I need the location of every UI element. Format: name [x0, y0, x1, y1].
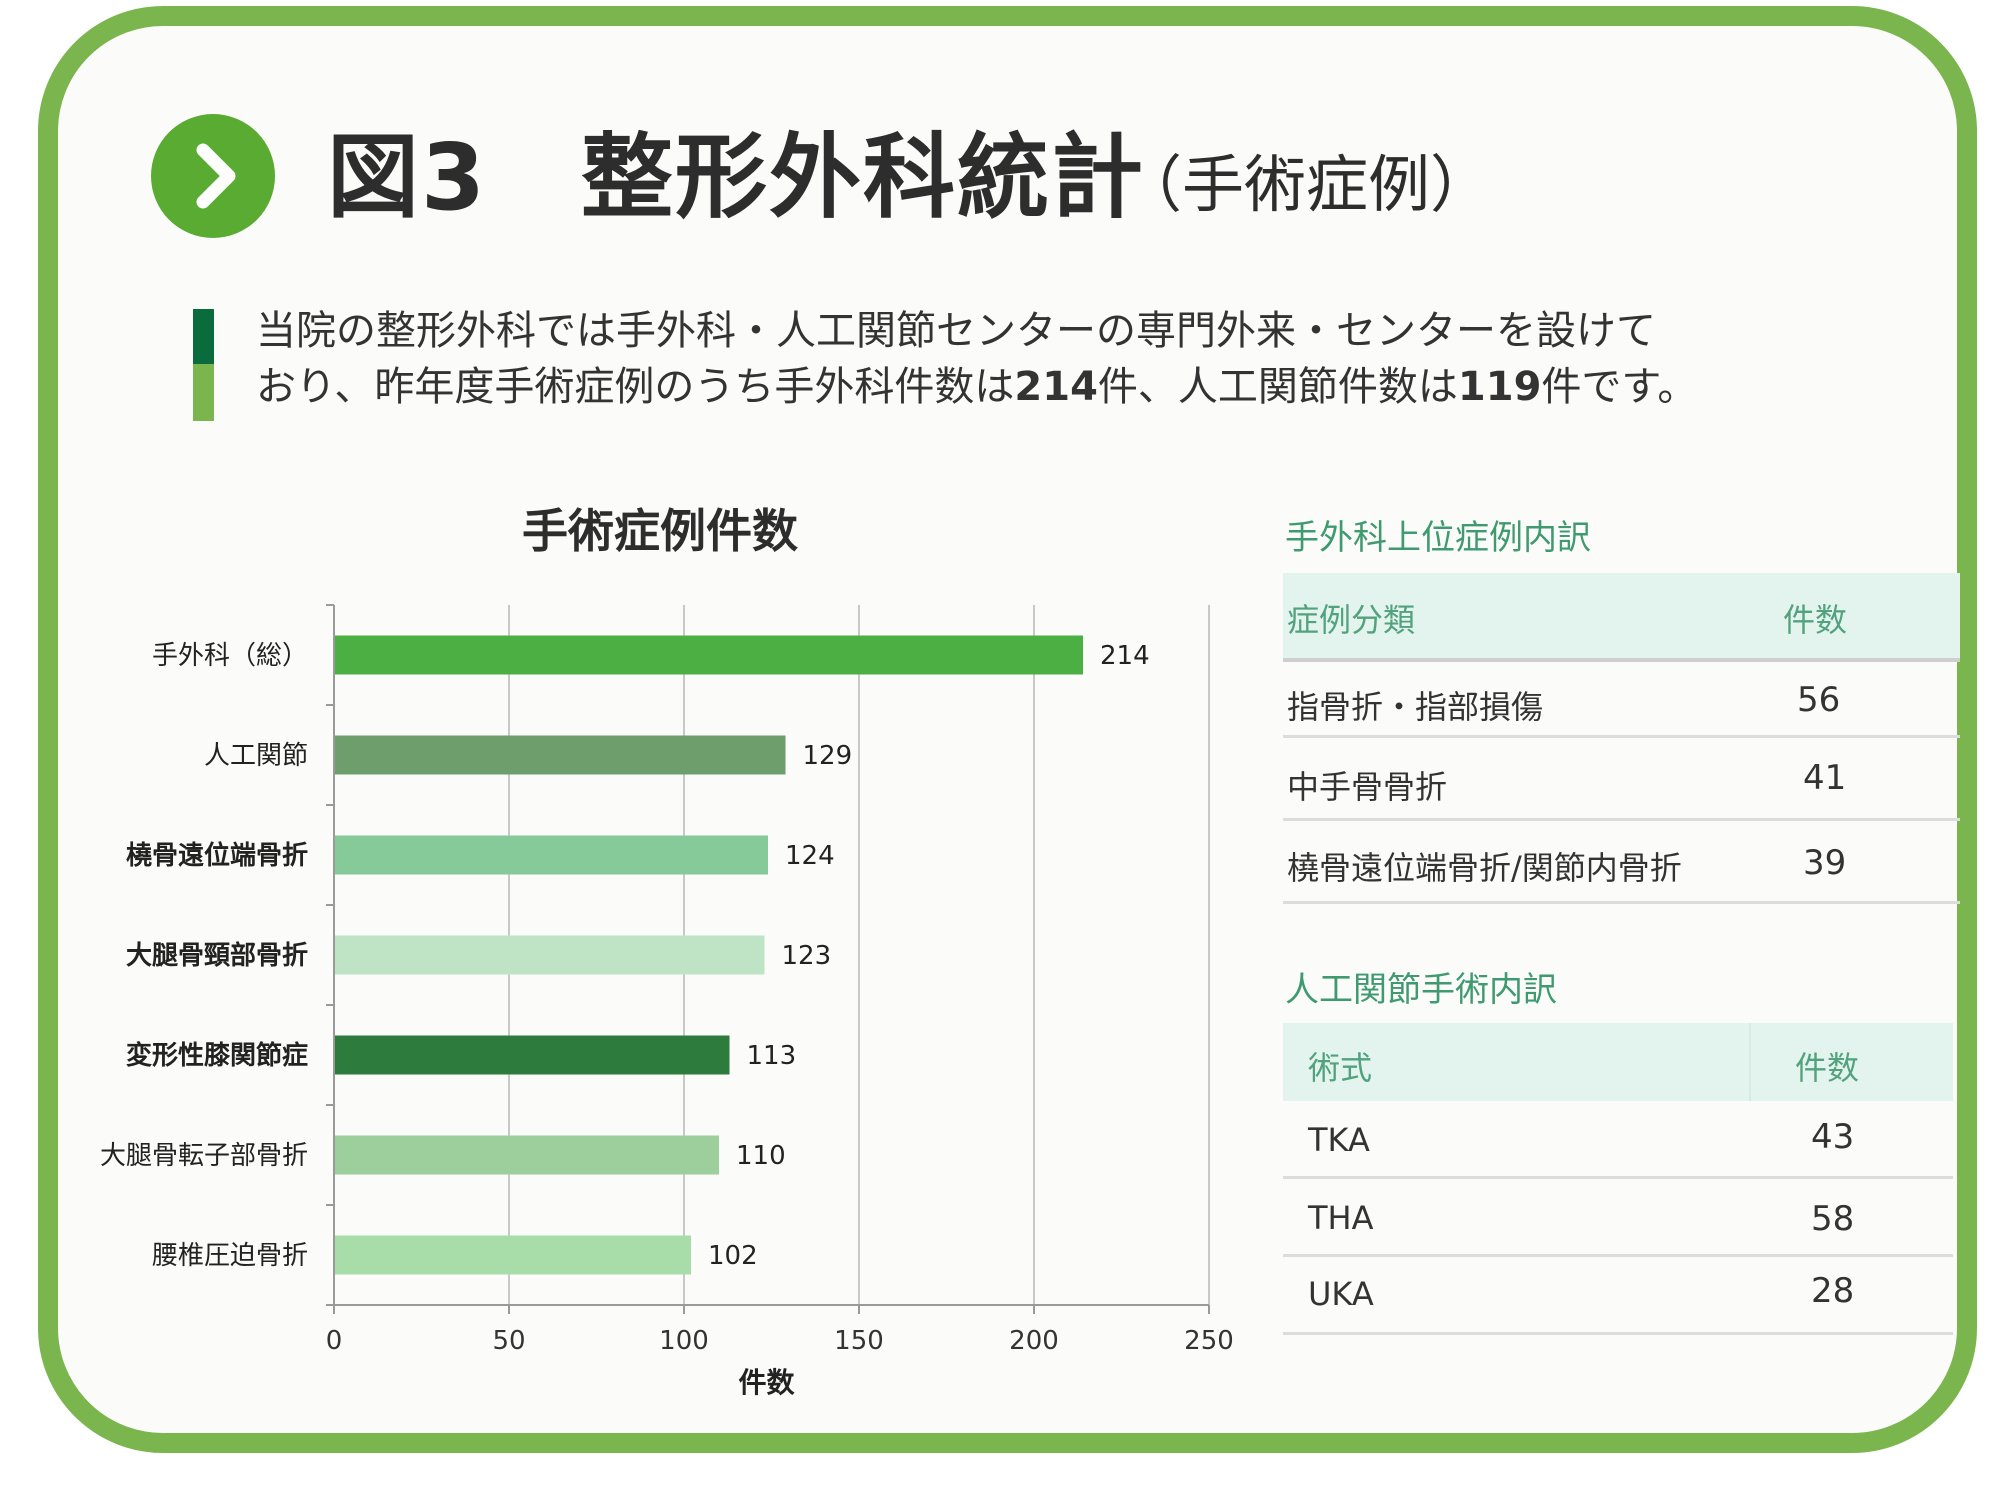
x-tick-label: 200 [1009, 1326, 1059, 1356]
table-cell-count: 43 [1811, 1117, 1855, 1157]
table-row: THA 58 [1283, 1179, 1953, 1257]
table-row: 橈骨遠位端骨折/関節内骨折 39 [1283, 821, 1960, 904]
table-joint-header-method: 術式 [1308, 1049, 1373, 1087]
description-accent-bar-light [193, 364, 214, 421]
table-cell-category: 指骨折・指部損傷 [1287, 688, 1544, 726]
table-cell-method: THA [1308, 1199, 1374, 1237]
description-text: 件です。 [1541, 364, 1698, 410]
card-frame [38, 6, 1977, 1453]
description-line-2: おり、昨年度手術症例のうち手外科件数は214件、人工関節件数は119件です。 [256, 359, 1856, 415]
table-joint-header-divider [1749, 1023, 1751, 1101]
x-tick-label: 50 [492, 1326, 525, 1356]
category-label: 変形性膝関節症 [126, 1040, 308, 1071]
page-title: 図3 整形外科統計 [327, 124, 1146, 231]
table-hand-header-count: 件数 [1783, 601, 1848, 639]
table-row: TKA 43 [1283, 1101, 1953, 1179]
category-label: 大腿骨転子部骨折 [100, 1141, 308, 1171]
table-row: 中手骨骨折 41 [1283, 738, 1960, 821]
table-cell-count: 56 [1797, 680, 1841, 720]
table-row: 指骨折・指部損傷 56 [1283, 662, 1960, 738]
table-joint-header-count: 件数 [1795, 1049, 1860, 1087]
category-label: 橈骨遠位端骨折 [126, 840, 308, 871]
bar-value-label: 214 [1100, 641, 1150, 671]
bar [335, 635, 1083, 675]
x-tick-label: 250 [1184, 1326, 1234, 1356]
bar-chart: 0 50 100 150 200 250 件数 214 手外科（総） 129 人工関節 124 橈骨遠位… [100, 604, 1234, 1399]
x-tick-label: 0 [326, 1326, 343, 1356]
bar [335, 1235, 691, 1275]
table-cell-category: 中手骨骨折 [1287, 768, 1448, 806]
chevron-right-icon [151, 114, 275, 238]
bar [335, 935, 765, 975]
table-cell-method: TKA [1308, 1121, 1370, 1159]
table-joint-title: 人工関節手術内訳 [1285, 970, 1557, 1010]
description-text: おり、昨年度手術症例のうち手外科件数は [256, 364, 1015, 410]
page-subtitle: （手術症例） [1120, 148, 1493, 221]
table-cell-count: 41 [1803, 758, 1847, 798]
table-hand-header-category: 症例分類 [1287, 601, 1416, 639]
table-cell-count: 58 [1811, 1199, 1855, 1239]
table-hand-title: 手外科上位症例内訳 [1285, 518, 1591, 558]
bar [335, 835, 768, 875]
bar [335, 1135, 719, 1175]
bar [335, 735, 786, 775]
description-line-1: 当院の整形外科では手外科・人工関節センターの専門外来・センターを設けて [256, 308, 1656, 354]
category-label: 大腿骨頸部骨折 [126, 941, 308, 971]
bar-value-label: 113 [747, 1041, 797, 1071]
table-cell-count: 28 [1811, 1271, 1855, 1311]
table-hand-header-rule [1283, 658, 1960, 662]
x-axis-label: 件数 [738, 1366, 795, 1399]
category-label: 人工関節 [204, 741, 308, 771]
category-label: 手外科（総） [152, 641, 308, 671]
table-joint-header: 術式 件数 [1283, 1023, 1953, 1101]
table-cell-count: 39 [1803, 843, 1847, 883]
description-text: 件、人工関節件数は [1097, 364, 1458, 410]
table-hand-header: 症例分類 件数 [1283, 573, 1960, 658]
table-cell-method: UKA [1308, 1275, 1374, 1313]
bar-value-label: 124 [785, 841, 835, 871]
chart-title: 手術症例件数 [522, 504, 798, 558]
category-label: 腰椎圧迫骨折 [152, 1241, 308, 1271]
bar [335, 1035, 730, 1075]
bar-value-label: 110 [736, 1141, 786, 1171]
bar-value-label: 129 [803, 741, 853, 771]
description-accent-bar [193, 309, 214, 364]
table-cell-category: 橈骨遠位端骨折/関節内骨折 [1287, 849, 1682, 887]
x-tick-label: 150 [834, 1326, 884, 1356]
description-joint-count: 119 [1457, 364, 1542, 410]
bar-value-label: 123 [782, 941, 832, 971]
description-hand-count: 214 [1014, 364, 1098, 410]
description: 当院の整形外科では手外科・人工関節センターの専門外来・センターを設けて おり、昨… [256, 303, 1856, 415]
x-tick-label: 100 [659, 1326, 709, 1356]
table-row: UKA 28 [1283, 1257, 1953, 1335]
bar-value-label: 102 [708, 1241, 758, 1271]
